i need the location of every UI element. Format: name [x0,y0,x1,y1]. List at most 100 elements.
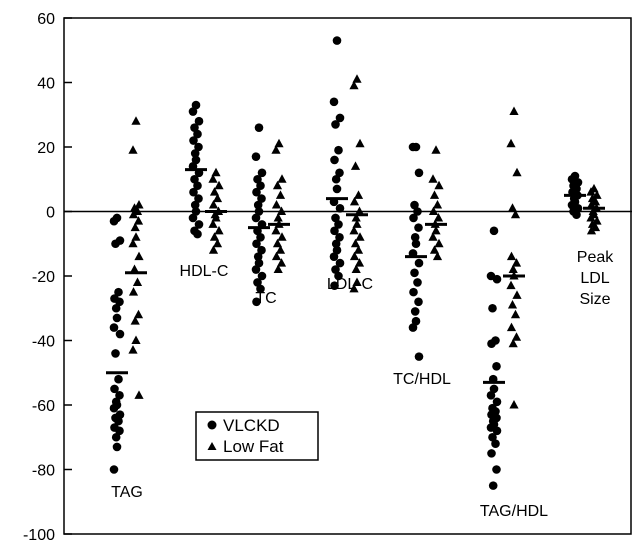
vlckd-point [331,265,340,274]
low-fat-point [209,232,220,241]
vlckd-point [190,174,199,184]
low-fat-point [354,258,365,267]
vlckd-point [253,174,262,184]
low-fat-point [271,251,282,261]
vlckd-point [414,168,424,178]
low-fat-point [428,206,439,215]
low-fat-point [350,161,361,170]
vlckd-point [409,213,418,223]
low-fat-point [429,245,440,254]
vlckd-point [334,220,343,229]
vlckd-point [331,120,340,129]
vlckd-point [188,107,198,116]
low-fat-point [428,232,438,241]
low-fat-point [128,209,139,219]
low-fat-point [272,238,283,248]
low-fat-point [214,180,224,190]
low-fat-point [214,225,224,235]
low-fat-point [271,145,281,154]
vlckd-point [257,194,266,203]
low-fat-point [128,345,138,354]
vlckd-point [193,229,202,239]
vlckd-point [110,384,119,394]
low-fat-point [128,238,138,248]
vlckd-point [335,168,344,178]
low-fat-point [130,316,140,325]
low-fat-point [432,200,443,209]
low-fat-point [349,196,360,206]
low-fat-point [431,225,441,235]
y-tick-label: -20 [32,269,55,286]
low-fat-point [351,264,361,274]
vlckd-point [414,223,423,232]
axis-layer: 60 40 20 0 -20 -40 -60 -80 -100 [23,11,632,542]
low-fat-point [506,280,516,290]
low-fat-point [134,200,144,209]
category-label: TAG [111,484,143,501]
vlckd-point [332,245,342,255]
low-fat-point [211,167,221,177]
low-fat-point [512,167,522,177]
low-fat-point [277,174,287,183]
vlckd-point [329,252,339,261]
vlckd-point [487,449,496,458]
vlckd-point [254,207,264,216]
legend-marker-circle [207,420,217,430]
low-fat-point [586,200,597,209]
category-label: TC [255,290,276,307]
y-tick-label: -100 [23,527,55,542]
vlckd-point [111,239,120,249]
vlckd-point [330,155,339,165]
low-fat-point [352,219,362,228]
vlckd-point [109,403,119,413]
low-fat-point [274,138,284,148]
vlckd-point [190,149,200,158]
low-fat-point [212,238,223,248]
vlckd-point [109,323,119,332]
vlckd-point [492,274,502,284]
vlckd-point [335,203,345,213]
vlckd-point [194,194,203,203]
category-label-layer: TAG HDL-C TC LDL-C TC/HDL TAG/HDL Peak LDL Size [111,249,614,520]
category-label: Size [579,291,610,308]
vlckd-point [334,271,343,281]
vlckd-point [257,271,267,281]
vlckd-point [115,297,124,307]
low-fat-point [271,225,281,235]
low-fat-point [349,225,359,235]
vlckd-point [115,391,124,400]
vlckd-point [189,136,198,145]
vlckd-point [189,187,198,197]
low-fat-point [354,206,365,215]
vlckd-point [191,207,201,216]
low-fat-point [133,309,144,319]
vlckd-point [109,465,119,474]
low-fat-point [434,238,444,248]
vlckd-point [253,252,263,261]
legend: VLCKD Low Fat [195,411,319,461]
vlckd-point [194,116,204,126]
vlckd-point [486,391,496,400]
vlckd-point [256,181,265,190]
vlckd-point [114,287,123,297]
low-fat-point [208,245,219,254]
vlckd-point [252,187,261,197]
low-fat-point [130,222,140,232]
low-fat-point [510,209,521,219]
low-fat-point [275,190,286,199]
vlckd-point [253,278,262,287]
low-fat-point [128,287,139,296]
low-fat-point [352,74,362,83]
low-fat-point [592,190,602,199]
low-fat-point [132,277,143,286]
vlckd-point [414,297,423,307]
vlckd-point [488,303,497,313]
low-fat-point [133,216,144,225]
low-fat-point [355,138,365,148]
vlckd-point [492,465,501,474]
vlckd-point [487,339,496,349]
low-fat-point [586,225,597,235]
vlckd-point [330,226,339,236]
vlckd-point [191,155,201,165]
